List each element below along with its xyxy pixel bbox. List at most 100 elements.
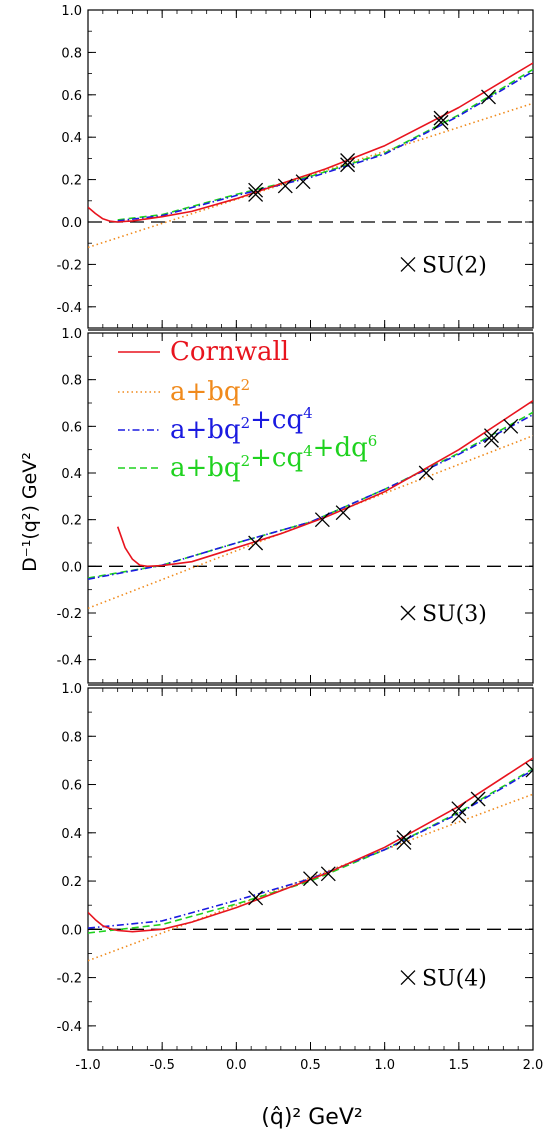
y-tick-label: 0.2	[61, 174, 82, 189]
y-tick-label: 0.6	[61, 420, 82, 435]
data-point-stroke	[433, 114, 449, 130]
data-point-stroke	[484, 432, 499, 448]
data-point-stroke	[481, 89, 496, 105]
y-tick-label: 0.4	[61, 827, 82, 842]
y-tick-label: 0.6	[61, 779, 82, 794]
data-point	[470, 791, 486, 807]
data-point	[503, 418, 519, 434]
data-point-stroke	[248, 535, 264, 551]
panel-label: SU(2)	[422, 253, 487, 278]
legend-label-part: +cq	[250, 443, 303, 473]
series-group	[88, 400, 533, 610]
y-tick-label: 1.0	[61, 682, 82, 697]
y-tick-label: 0.4	[61, 467, 82, 482]
data-point	[433, 114, 449, 130]
legend-label-part: a+bq	[170, 377, 241, 407]
y-tick-label: 0.0	[61, 923, 82, 938]
plot-frame	[87, 687, 534, 1051]
marker-stroke	[400, 970, 416, 986]
legend-item-cornwall: Cornwall	[118, 337, 289, 367]
legend-superscript: 2	[241, 414, 251, 432]
series-group	[88, 62, 533, 249]
marker-stroke	[400, 256, 416, 272]
legend-superscript: 4	[303, 404, 313, 422]
legend-label: a+bq2+cq4	[170, 404, 313, 445]
data-point	[248, 535, 264, 551]
data-point-stroke	[277, 178, 293, 194]
data-point	[451, 808, 467, 824]
data-point-stroke	[303, 871, 318, 887]
data-point	[335, 505, 351, 521]
x-tick-label: 1.0	[374, 1058, 395, 1073]
data-point-stroke	[396, 830, 412, 846]
panel-2: -0.4 -0.2 0.0 0.2 0.4 0.6 0.8 1.0 SU(3)	[57, 327, 534, 686]
x-tick-label: 2.0	[523, 1058, 544, 1073]
data-point	[277, 178, 293, 194]
series-quartic-line	[88, 413, 533, 580]
data-point	[433, 110, 449, 126]
series-sextic-line	[88, 411, 533, 579]
legend-superscript: 4	[303, 442, 313, 460]
y-tick-label: -0.4	[57, 1020, 82, 1035]
data-point-stroke	[525, 762, 533, 771]
panel-label-marker	[400, 605, 416, 621]
data-point	[303, 871, 318, 887]
data-point	[248, 186, 264, 202]
panel-label-marker	[400, 256, 416, 272]
data-point	[484, 432, 499, 448]
y-tick-label: 0.8	[61, 730, 82, 745]
y-tick-label: 0.8	[61, 46, 82, 61]
x-tick-label: 1.5	[448, 1058, 469, 1073]
data-point	[396, 834, 412, 850]
data-point	[481, 89, 496, 105]
data-point	[525, 762, 533, 778]
data-point	[248, 182, 264, 198]
y-tick-label: 0.4	[61, 131, 82, 146]
y-tick-label: 0.2	[61, 514, 82, 529]
legend-label: a+bq2+cq4+dq6	[170, 432, 377, 483]
y-tick-label: -0.2	[57, 258, 82, 273]
data-point-stroke	[503, 418, 519, 434]
data-point	[484, 428, 499, 444]
legend-superscript: 6	[368, 432, 378, 450]
legend-label-part: +dq	[313, 433, 368, 463]
panel-1: -0.4 -0.2 0.0 0.2 0.4 0.6 0.8 1.0 SU(2)	[57, 4, 534, 331]
data-point	[451, 801, 467, 817]
series-quartic-line	[88, 769, 533, 929]
data-point	[295, 174, 311, 190]
legend-item-quadratic: a+bq2	[118, 376, 250, 407]
data-point-stroke	[335, 505, 351, 521]
series-quadratic-line	[88, 102, 533, 249]
data-point-stroke	[418, 465, 434, 481]
data-point-stroke	[340, 157, 356, 173]
series-quadratic-line	[88, 793, 533, 962]
legend-item-sextic: a+bq2+cq4+dq6	[118, 432, 377, 483]
data-point-stroke	[525, 769, 533, 778]
legend-label-part: a+bq	[170, 415, 241, 445]
data-point-stroke	[314, 512, 330, 528]
data-point-stroke	[433, 110, 449, 126]
legend-label: a+bq2	[170, 376, 250, 407]
y-tick-label: -0.2	[57, 607, 82, 622]
data-point	[396, 830, 412, 846]
legend-superscript: 2	[241, 376, 251, 394]
data-point-stroke	[484, 428, 499, 444]
legend-superscript: 2	[241, 452, 251, 470]
y-tick-label: 1.0	[61, 327, 82, 342]
data-point-stroke	[248, 182, 264, 198]
plot-frame	[87, 9, 534, 329]
marker-stroke	[400, 605, 416, 621]
data-point	[248, 890, 264, 906]
x-tick-label: 0.0	[226, 1058, 247, 1073]
y-tick-label: -0.2	[57, 972, 82, 987]
series-group	[88, 757, 533, 962]
data-point-stroke	[248, 186, 264, 202]
series-cornwall-line	[88, 757, 533, 933]
panel-3: -0.4 -0.2 0.0 0.2 0.4 0.6 0.8 1.0 SU(4)	[57, 682, 534, 1051]
y-tick-label: -0.4	[57, 654, 82, 669]
panels-layer: -0.4 -0.2 0.0 0.2 0.4 0.6 0.8 1.0 SU(2) -0.4 -0.2 0…	[57, 4, 544, 1073]
legend-label: Cornwall	[170, 337, 289, 367]
series-sextic-line	[117, 68, 533, 221]
